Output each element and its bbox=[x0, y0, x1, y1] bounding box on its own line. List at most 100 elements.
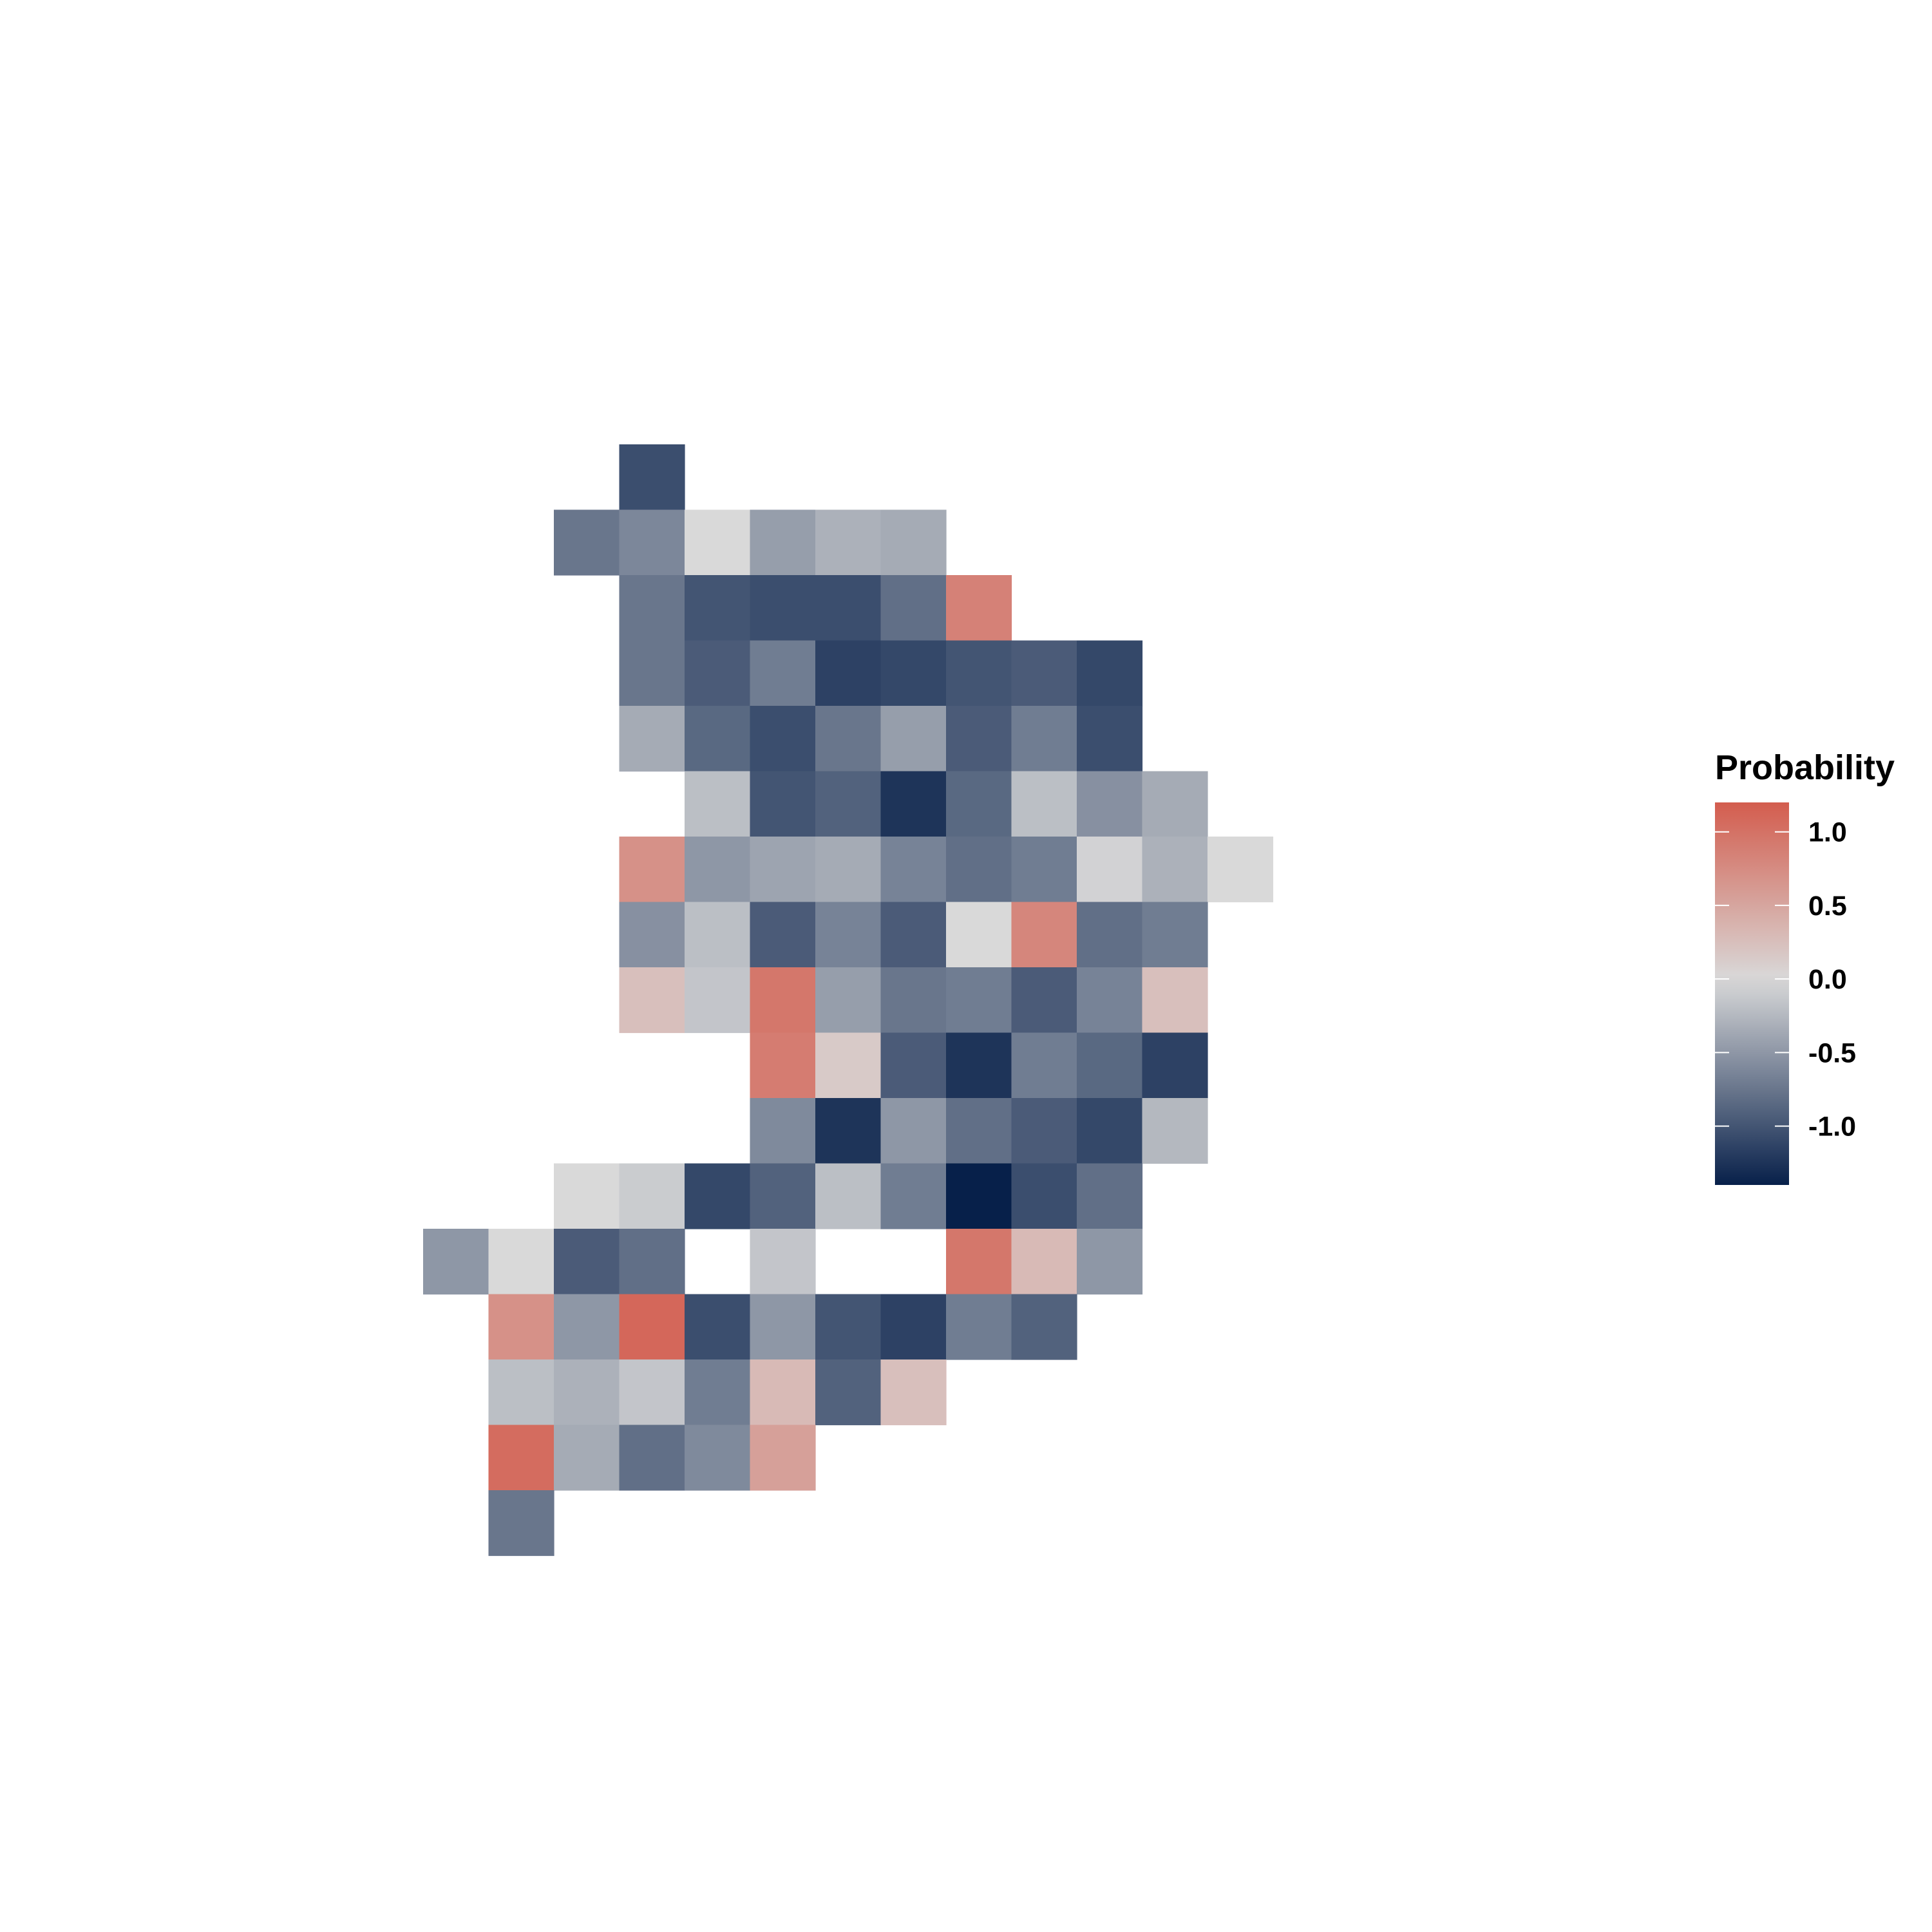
heatmap-cell bbox=[619, 1163, 685, 1229]
heatmap-cell bbox=[554, 509, 620, 576]
heatmap-cell bbox=[685, 1425, 751, 1491]
heatmap-cell bbox=[1142, 1032, 1208, 1099]
heatmap-cell bbox=[815, 902, 882, 968]
heatmap-cell bbox=[815, 1359, 882, 1426]
heatmap-cell bbox=[815, 509, 882, 576]
heatmap-cell bbox=[1011, 706, 1077, 772]
heatmap-cell bbox=[685, 575, 751, 641]
heatmap-cell bbox=[685, 509, 751, 576]
legend-colorbar bbox=[1715, 802, 1789, 1185]
legend-tick-label: 1.0 bbox=[1808, 817, 1847, 848]
heatmap-cell bbox=[554, 1425, 620, 1491]
heatmap-cell bbox=[750, 967, 816, 1034]
heatmap-cell bbox=[685, 902, 751, 968]
heatmap-cell bbox=[815, 640, 882, 706]
heatmap-cell bbox=[750, 706, 816, 772]
heatmap-cell bbox=[880, 1294, 947, 1360]
heatmap-cell bbox=[685, 706, 751, 772]
heatmap-cell bbox=[815, 771, 882, 837]
heatmap-cell bbox=[1011, 967, 1077, 1034]
heatmap-cell bbox=[619, 902, 685, 968]
heatmap-cell bbox=[815, 1163, 882, 1229]
heatmap-cell bbox=[880, 1359, 947, 1426]
heatmap-cell bbox=[619, 509, 685, 576]
heatmap-cell bbox=[1142, 771, 1208, 837]
heatmap-cell bbox=[1142, 902, 1208, 968]
heatmap-cell bbox=[880, 1163, 947, 1229]
heatmap-cell bbox=[880, 1098, 947, 1164]
heatmap-cell bbox=[880, 1032, 947, 1099]
heatmap-cell bbox=[750, 1098, 816, 1164]
heatmap-cell bbox=[946, 1032, 1012, 1099]
heatmap-cell bbox=[750, 1294, 816, 1360]
heatmap-cell bbox=[750, 575, 816, 641]
heatmap-cell bbox=[619, 575, 685, 641]
heatmap-cell bbox=[554, 1163, 620, 1229]
legend-tick-label: 0.0 bbox=[1808, 964, 1847, 995]
heatmap-cell bbox=[423, 1229, 489, 1295]
heatmap-cell bbox=[750, 1229, 816, 1295]
legend-tick-label: -1.0 bbox=[1808, 1112, 1856, 1142]
heatmap-cell bbox=[1077, 967, 1143, 1034]
heatmap-cell bbox=[750, 771, 816, 837]
heatmap-cell bbox=[1011, 902, 1077, 968]
heatmap-cell bbox=[946, 837, 1012, 903]
heatmap-cell bbox=[1011, 771, 1077, 837]
heatmap-cell bbox=[488, 1359, 554, 1426]
heatmap-cell bbox=[685, 640, 751, 706]
heatmap-cells bbox=[423, 444, 1274, 1557]
heatmap-cell bbox=[946, 967, 1012, 1034]
heatmap-cell bbox=[1011, 640, 1077, 706]
heatmap-cell bbox=[750, 902, 816, 968]
legend-tick-label: -0.5 bbox=[1808, 1037, 1856, 1068]
heatmap-cell bbox=[685, 771, 751, 837]
heatmap-cell bbox=[554, 1229, 620, 1295]
heatmap-cell bbox=[880, 771, 947, 837]
heatmap-cell bbox=[946, 1098, 1012, 1164]
heatmap-cell bbox=[1077, 706, 1143, 772]
heatmap-cell bbox=[1011, 1294, 1077, 1360]
heatmap-cell bbox=[1077, 902, 1143, 968]
heatmap-cell bbox=[619, 837, 685, 903]
heatmap-cell bbox=[815, 1098, 882, 1164]
heatmap-cell bbox=[946, 706, 1012, 772]
heatmap-cell bbox=[946, 902, 1012, 968]
heatmap-cell bbox=[946, 1294, 1012, 1360]
heatmap-cell bbox=[946, 575, 1012, 641]
heatmap-cell bbox=[750, 640, 816, 706]
heatmap-cell bbox=[1011, 837, 1077, 903]
heatmap-cell bbox=[1077, 771, 1143, 837]
heatmap-cell bbox=[750, 837, 816, 903]
heatmap-cell bbox=[880, 706, 947, 772]
heatmap-cell bbox=[815, 837, 882, 903]
heatmap-cell bbox=[750, 509, 816, 576]
heatmap-cell bbox=[815, 706, 882, 772]
heatmap-cell bbox=[815, 575, 882, 641]
heatmap-cell bbox=[619, 1359, 685, 1426]
heatmap-cell bbox=[880, 967, 947, 1034]
heatmap-cell bbox=[815, 1032, 882, 1099]
legend-title: Probability bbox=[1715, 748, 1895, 787]
heatmap-cell bbox=[488, 1490, 554, 1557]
heatmap-cell bbox=[619, 444, 685, 511]
heatmap-cell bbox=[554, 1359, 620, 1426]
heatmap-cell bbox=[750, 1359, 816, 1426]
heatmap-cell bbox=[1077, 1163, 1143, 1229]
heatmap-cell bbox=[1011, 1229, 1077, 1295]
heatmap-cell bbox=[1142, 967, 1208, 1034]
heatmap-cell bbox=[619, 1229, 685, 1295]
heatmap-cell bbox=[1011, 1032, 1077, 1099]
heatmap-cell bbox=[750, 1163, 816, 1229]
heatmap-cell bbox=[488, 1229, 554, 1295]
heatmap-cell bbox=[946, 1229, 1012, 1295]
heatmap-cell bbox=[488, 1425, 554, 1491]
heatmap-cell bbox=[946, 1163, 1012, 1229]
heatmap-cell bbox=[1077, 640, 1143, 706]
heatmap-cell bbox=[685, 1294, 751, 1360]
legend-tick-label: 0.5 bbox=[1808, 891, 1847, 922]
heatmap-cell bbox=[880, 575, 947, 641]
heatmap-cell bbox=[1077, 1032, 1143, 1099]
heatmap-cell bbox=[685, 837, 751, 903]
heatmap-cell bbox=[815, 967, 882, 1034]
